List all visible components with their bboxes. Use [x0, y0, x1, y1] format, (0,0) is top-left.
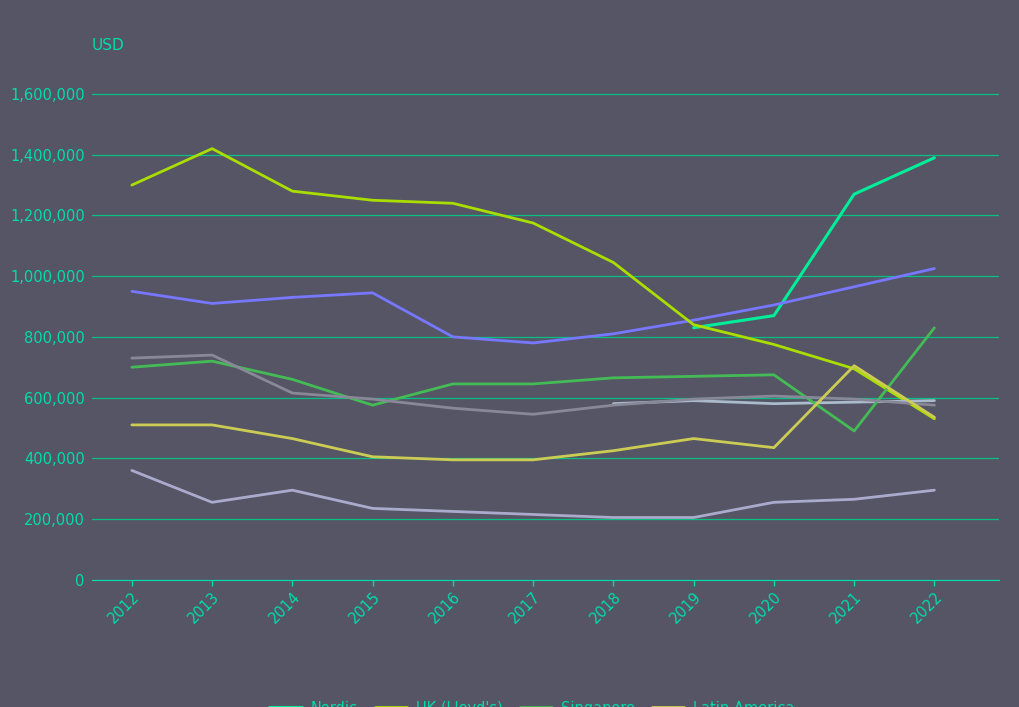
Legend: Nordic, China, UK (Lloyd's), Japan, Singapore, UK (IUA), Latin America, Republik: Nordic, China, UK (Lloyd's), Japan, Sing…	[269, 701, 821, 707]
Text: USD: USD	[92, 38, 124, 53]
